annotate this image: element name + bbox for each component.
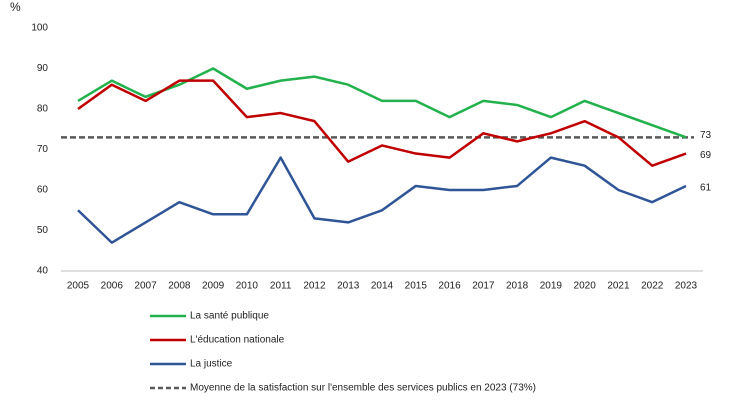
y-tick-label: 40	[37, 266, 49, 277]
y-tick-label: 90	[37, 63, 49, 74]
x-tick-label: 2022	[641, 281, 664, 292]
x-tick-label: 2013	[337, 281, 360, 292]
x-tick-label: 2015	[405, 281, 428, 292]
x-tick-label: 2009	[202, 281, 225, 292]
legend-label: La justice	[190, 359, 233, 370]
legend-label: L'éducation nationale	[190, 335, 285, 346]
y-tick-label: 60	[37, 185, 49, 196]
x-tick-label: 2008	[168, 281, 191, 292]
x-tick-label: 2007	[134, 281, 157, 292]
legend-label: Moyenne de la satisfaction sur l'ensembl…	[190, 383, 536, 394]
x-tick-label: 2019	[540, 281, 563, 292]
x-tick-label: 2012	[303, 281, 326, 292]
x-tick-label: 2016	[438, 281, 461, 292]
x-tick-label: 2006	[101, 281, 124, 292]
y-tick-label: 70	[37, 144, 49, 155]
x-tick-label: 2018	[506, 281, 529, 292]
series-line	[77, 67, 687, 139]
x-tick-label: 2021	[607, 281, 630, 292]
x-tick-label: 2014	[371, 281, 394, 292]
end-label: 61	[700, 183, 712, 194]
end-label: 73	[700, 130, 712, 141]
x-tick-label: 2020	[574, 281, 597, 292]
x-tick-label: 2017	[472, 281, 495, 292]
x-tick-label: 2023	[675, 281, 698, 292]
x-tick-label: 2005	[67, 281, 90, 292]
y-axis-label: %	[10, 0, 21, 14]
y-tick-label: 80	[37, 104, 49, 115]
x-tick-label: 2010	[236, 281, 259, 292]
y-tick-label: 50	[37, 225, 49, 236]
series-line	[77, 79, 687, 167]
x-tick-label: 2011	[270, 281, 292, 292]
legend-label: La santé publique	[190, 311, 269, 322]
y-tick-label: 100	[31, 23, 48, 34]
end-label: 69	[700, 150, 712, 161]
series-line	[77, 156, 687, 244]
